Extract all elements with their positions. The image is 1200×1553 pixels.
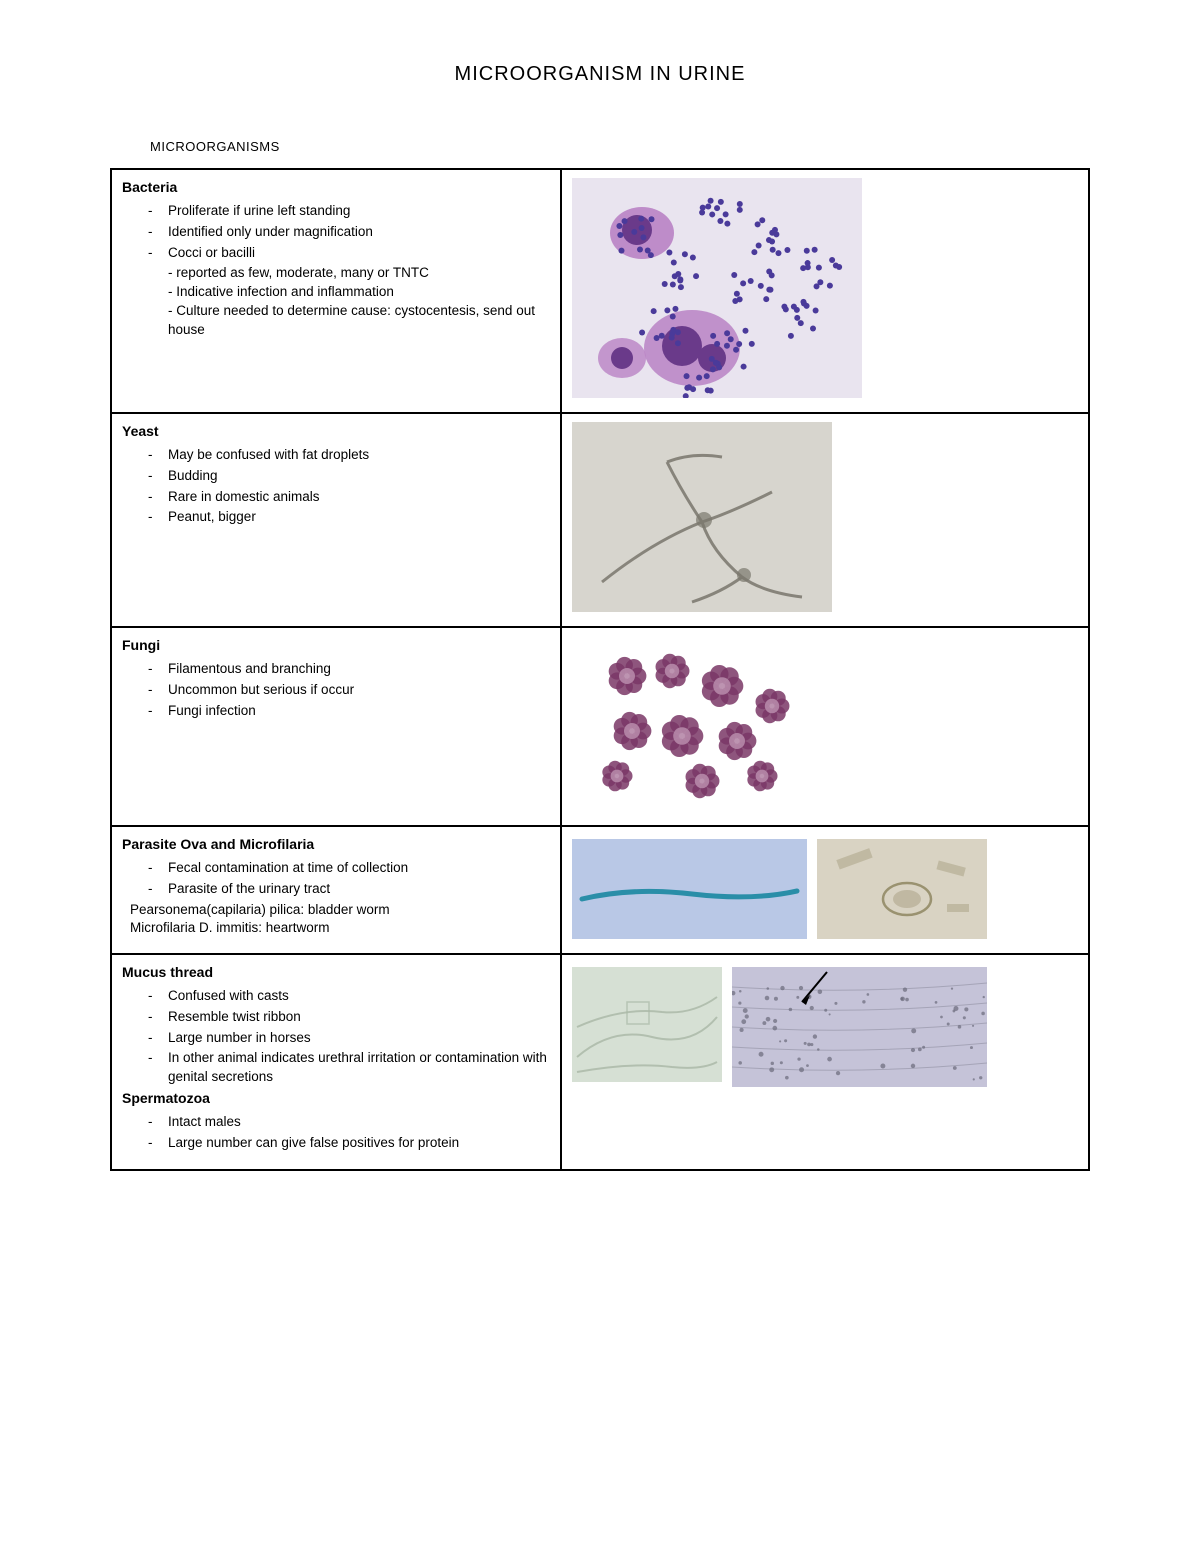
image-row: [572, 963, 1078, 1087]
sub-line: - Culture needed to determine cause: cys…: [122, 302, 550, 340]
mucus-image: [572, 967, 722, 1082]
page-subtitle: MICROORGANISMS: [150, 138, 1090, 156]
text-cell: Mucus thread Confused with casts Resemble …: [111, 954, 561, 1169]
bullet-list: May be confused with fat droplets Budding…: [122, 446, 550, 528]
table-row: Yeast May be confused with fat droplets Bu…: [111, 413, 1089, 627]
bullet-item: Filamentous and branching: [168, 660, 550, 679]
row-heading: Yeast: [122, 422, 550, 442]
yeast-image: [572, 422, 832, 612]
bullet-item: Fecal contamination at time of collectio…: [168, 859, 550, 878]
organisms-table: Bacteria Proliferate if urine left standi…: [110, 168, 1090, 1170]
bullet-item: Parasite of the urinary tract: [168, 880, 550, 899]
fungi-image: [572, 636, 812, 811]
row-heading: Mucus thread: [122, 963, 550, 983]
image-row: [572, 835, 1078, 939]
image-cell: [561, 954, 1089, 1169]
image-cell: [561, 169, 1089, 413]
sub-line: - reported as few, moderate, many or TNT…: [122, 264, 550, 283]
bacteria-image: [572, 178, 862, 398]
extra-line: Pearsonema(capilaria) pilica: bladder wo…: [122, 901, 550, 920]
page-title: MICROORGANISM IN URINE: [110, 60, 1090, 88]
bullet-list: Proliferate if urine left standing Identi…: [122, 202, 550, 263]
extra-line: Microfilaria D. immitis: heartworm: [122, 919, 550, 938]
text-cell: Bacteria Proliferate if urine left standi…: [111, 169, 561, 413]
bullet-item: Resemble twist ribbon: [168, 1008, 550, 1027]
table-row: Mucus thread Confused with casts Resemble …: [111, 954, 1089, 1169]
text-cell: Parasite Ova and Microfilaria Fecal conta…: [111, 826, 561, 954]
microfilaria-image: [572, 839, 807, 939]
bullet-item: Large number can give false positives fo…: [168, 1134, 550, 1153]
bullet-item: Large number in horses: [168, 1029, 550, 1048]
image-cell: [561, 826, 1089, 954]
bullet-item: Confused with casts: [168, 987, 550, 1006]
row-heading: Fungi: [122, 636, 550, 656]
row-heading: Bacteria: [122, 178, 550, 198]
row-heading: Spermatozoa: [122, 1089, 550, 1109]
bullet-list: Filamentous and branching Uncommon but se…: [122, 660, 550, 721]
bullet-item: Rare in domestic animals: [168, 488, 550, 507]
bullet-item: In other animal indicates urethral irrit…: [168, 1049, 550, 1087]
bullet-item: Fungi infection: [168, 702, 550, 721]
bullet-item: May be confused with fat droplets: [168, 446, 550, 465]
bullet-list: Intact males Large number can give false …: [122, 1113, 550, 1153]
sperm-field-image: [732, 967, 987, 1087]
sub-line: - Indicative infection and inflammation: [122, 283, 550, 302]
ova-image: [817, 839, 987, 939]
bullet-item: Identified only under magnification: [168, 223, 550, 242]
table-row: Bacteria Proliferate if urine left standi…: [111, 169, 1089, 413]
text-cell: Fungi Filamentous and branching Uncommon b…: [111, 627, 561, 826]
bullet-item: Uncommon but serious if occur: [168, 681, 550, 700]
bullet-item: Proliferate if urine left standing: [168, 202, 550, 221]
image-cell: [561, 627, 1089, 826]
row-heading: Parasite Ova and Microfilaria: [122, 835, 550, 855]
bullet-list: Fecal contamination at time of collectio…: [122, 859, 550, 899]
table-row: Fungi Filamentous and branching Uncommon b…: [111, 627, 1089, 826]
bullet-item: Budding: [168, 467, 550, 486]
bullet-item: Intact males: [168, 1113, 550, 1132]
bullet-list: Confused with casts Resemble twist ribbon…: [122, 987, 550, 1087]
text-cell: Yeast May be confused with fat droplets Bu…: [111, 413, 561, 627]
image-cell: [561, 413, 1089, 627]
bullet-item: Peanut, bigger: [168, 508, 550, 527]
bullet-item: Cocci or bacilli: [168, 244, 550, 263]
table-row: Parasite Ova and Microfilaria Fecal conta…: [111, 826, 1089, 954]
